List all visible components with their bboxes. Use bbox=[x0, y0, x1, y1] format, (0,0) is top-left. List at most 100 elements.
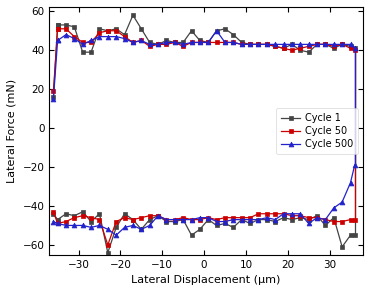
Cycle 1 bbox=[181, 41, 185, 44]
Cycle 50 bbox=[353, 48, 357, 52]
Cycle 500 bbox=[239, 43, 244, 46]
Cycle 500 bbox=[64, 33, 68, 36]
Cycle 500 bbox=[56, 39, 60, 42]
Cycle 500 bbox=[323, 43, 327, 46]
Cycle 50 bbox=[114, 29, 118, 32]
Cycle 50 bbox=[214, 41, 219, 44]
Cycle 50 bbox=[348, 46, 353, 50]
Cycle 500 bbox=[223, 41, 227, 44]
Cycle 1 bbox=[56, 23, 60, 27]
Cycle 1 bbox=[281, 46, 286, 50]
Cycle 50 bbox=[298, 46, 303, 50]
Cycle 1 bbox=[156, 43, 160, 46]
Cycle 1 bbox=[189, 29, 194, 32]
Cycle 50 bbox=[122, 35, 127, 38]
Cycle 50 bbox=[265, 43, 269, 46]
Cycle 1 bbox=[265, 43, 269, 46]
Cycle 500 bbox=[189, 41, 194, 44]
Cycle 50 bbox=[89, 41, 93, 44]
Cycle 50 bbox=[97, 31, 102, 34]
Cycle 500 bbox=[281, 43, 286, 46]
Cycle 500 bbox=[97, 35, 102, 38]
Cycle 500 bbox=[81, 43, 85, 46]
Cycle 1 bbox=[214, 29, 219, 32]
Cycle 500 bbox=[290, 43, 294, 46]
Line: Cycle 50: Cycle 50 bbox=[51, 27, 357, 93]
Cycle 500 bbox=[51, 97, 55, 101]
Cycle 50 bbox=[172, 41, 177, 44]
Cycle 50 bbox=[131, 41, 135, 44]
Y-axis label: Lateral Force (mN): Lateral Force (mN) bbox=[7, 79, 17, 183]
Cycle 1 bbox=[239, 41, 244, 44]
Cycle 50 bbox=[223, 41, 227, 44]
Cycle 50 bbox=[290, 48, 294, 52]
Line: Cycle 1: Cycle 1 bbox=[51, 13, 357, 99]
Cycle 500 bbox=[206, 41, 211, 44]
Cycle 50 bbox=[189, 41, 194, 44]
X-axis label: Lateral Displacement (μm): Lateral Displacement (μm) bbox=[131, 275, 281, 285]
Cycle 50 bbox=[72, 35, 77, 38]
Cycle 50 bbox=[206, 41, 211, 44]
Cycle 1 bbox=[353, 46, 357, 50]
Cycle 1 bbox=[256, 43, 261, 46]
Cycle 50 bbox=[147, 45, 152, 48]
Cycle 500 bbox=[348, 43, 353, 46]
Cycle 50 bbox=[64, 27, 68, 31]
Cycle 1 bbox=[64, 23, 68, 27]
Cycle 500 bbox=[56, 39, 60, 42]
Cycle 1 bbox=[89, 51, 93, 54]
Cycle 50 bbox=[248, 43, 252, 46]
Cycle 50 bbox=[315, 43, 319, 46]
Cycle 1 bbox=[290, 43, 294, 46]
Cycle 500 bbox=[353, 46, 357, 50]
Cycle 500 bbox=[306, 43, 311, 46]
Cycle 1 bbox=[198, 39, 202, 42]
Cycle 500 bbox=[198, 41, 202, 44]
Cycle 500 bbox=[315, 43, 319, 46]
Cycle 1 bbox=[131, 13, 135, 17]
Cycle 1 bbox=[332, 46, 336, 50]
Cycle 1 bbox=[348, 45, 353, 48]
Cycle 1 bbox=[122, 33, 127, 36]
Cycle 1 bbox=[248, 43, 252, 46]
Line: Cycle 500: Cycle 500 bbox=[51, 28, 357, 101]
Cycle 1 bbox=[323, 43, 327, 46]
Cycle 500 bbox=[89, 39, 93, 42]
Cycle 500 bbox=[139, 39, 144, 42]
Cycle 500 bbox=[181, 43, 185, 46]
Cycle 50 bbox=[56, 27, 60, 31]
Cycle 50 bbox=[340, 43, 344, 46]
Cycle 1 bbox=[105, 29, 110, 32]
Cycle 1 bbox=[114, 27, 118, 31]
Cycle 500 bbox=[164, 41, 169, 44]
Legend: Cycle 1, Cycle 50, Cycle 500: Cycle 1, Cycle 50, Cycle 500 bbox=[276, 108, 358, 154]
Cycle 500 bbox=[131, 41, 135, 44]
Cycle 500 bbox=[273, 43, 278, 46]
Cycle 1 bbox=[172, 41, 177, 44]
Cycle 1 bbox=[72, 25, 77, 29]
Cycle 500 bbox=[114, 35, 118, 38]
Cycle 500 bbox=[147, 43, 152, 46]
Cycle 1 bbox=[340, 43, 344, 46]
Cycle 500 bbox=[340, 43, 344, 46]
Cycle 500 bbox=[248, 43, 252, 46]
Cycle 50 bbox=[306, 45, 311, 48]
Cycle 50 bbox=[231, 41, 236, 44]
Cycle 50 bbox=[323, 43, 327, 46]
Cycle 50 bbox=[51, 89, 55, 93]
Cycle 500 bbox=[172, 41, 177, 44]
Cycle 500 bbox=[298, 43, 303, 46]
Cycle 1 bbox=[306, 51, 311, 54]
Cycle 500 bbox=[265, 43, 269, 46]
Cycle 1 bbox=[315, 43, 319, 46]
Cycle 50 bbox=[239, 43, 244, 46]
Cycle 1 bbox=[223, 27, 227, 31]
Cycle 50 bbox=[164, 43, 169, 46]
Cycle 1 bbox=[139, 27, 144, 31]
Cycle 50 bbox=[81, 41, 85, 44]
Cycle 1 bbox=[231, 33, 236, 36]
Cycle 50 bbox=[332, 45, 336, 48]
Cycle 50 bbox=[273, 45, 278, 48]
Cycle 50 bbox=[256, 43, 261, 46]
Cycle 1 bbox=[147, 41, 152, 44]
